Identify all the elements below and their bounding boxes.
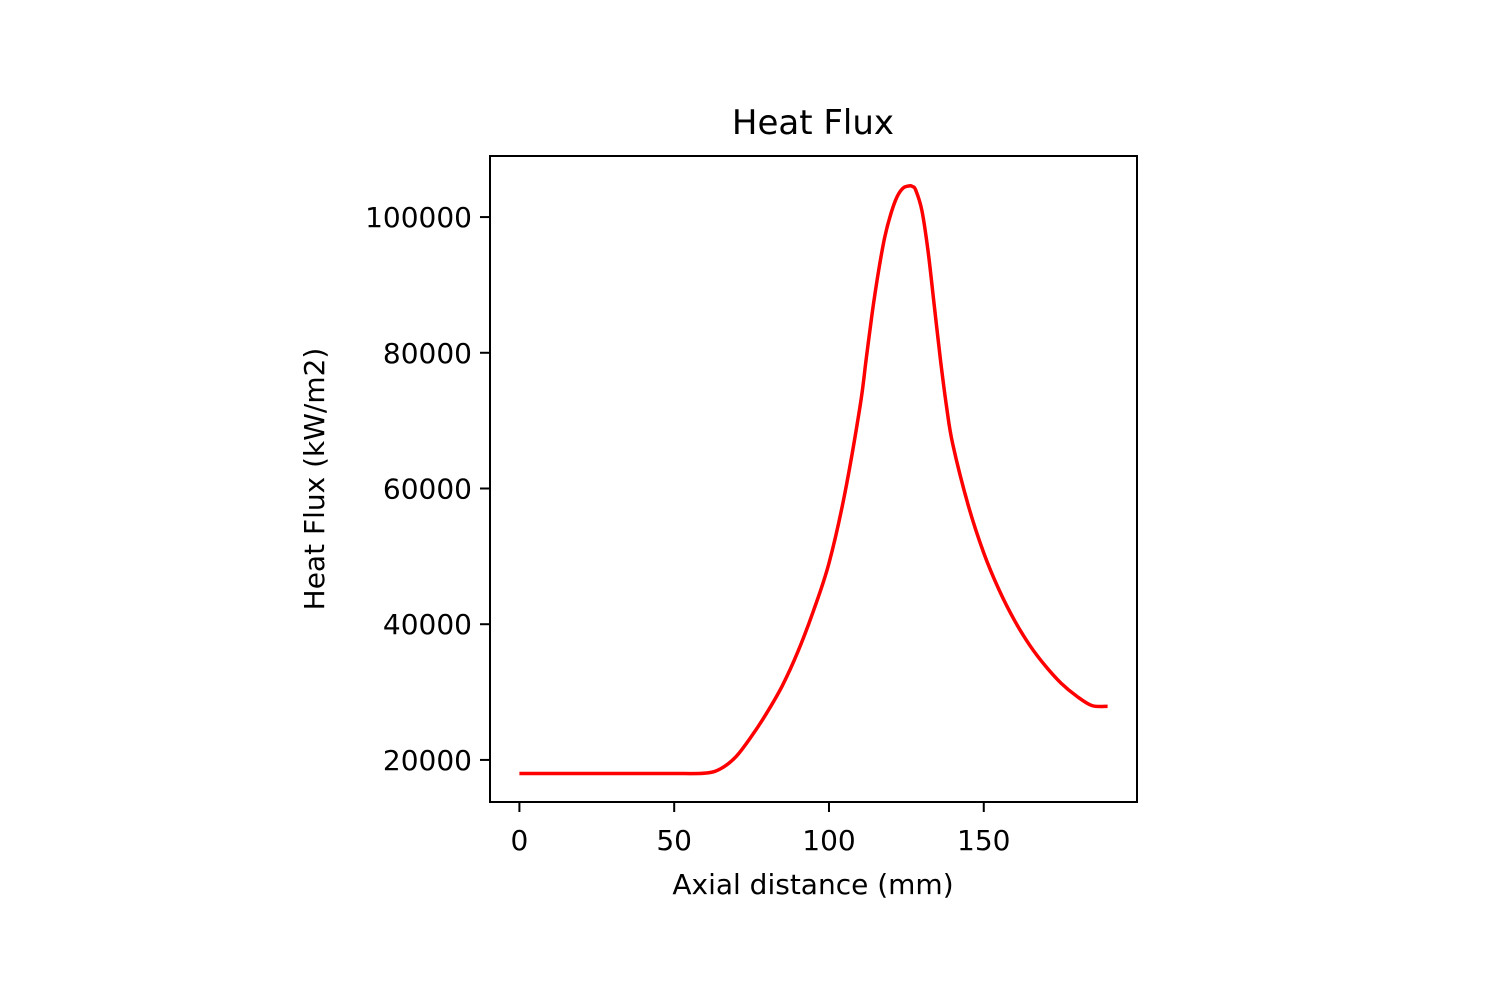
- x-axis-ticks: 0 50 100 150: [510, 802, 1010, 857]
- y-axis-label: Heat Flux (kW/m2): [298, 348, 331, 611]
- y-tick-label: 20000: [383, 744, 472, 777]
- y-tick-label: 80000: [383, 337, 472, 370]
- series-line-0: [519, 184, 1108, 776]
- plot-frame: [489, 155, 1138, 803]
- x-tick-label: 100: [802, 824, 855, 857]
- y-axis-ticks: 20000 40000 60000 80000 100000: [365, 201, 490, 777]
- series-layer: [519, 184, 1108, 776]
- y-tick-label: 60000: [383, 473, 472, 506]
- x-tick-label: 150: [957, 824, 1010, 857]
- y-tick-label: 100000: [365, 201, 472, 234]
- x-tick-label: 0: [510, 824, 528, 857]
- x-axis-label: Axial distance (mm): [672, 868, 953, 901]
- x-tick-label: 50: [656, 824, 692, 857]
- y-tick-label: 40000: [383, 608, 472, 641]
- chart-title: Heat Flux: [732, 103, 894, 143]
